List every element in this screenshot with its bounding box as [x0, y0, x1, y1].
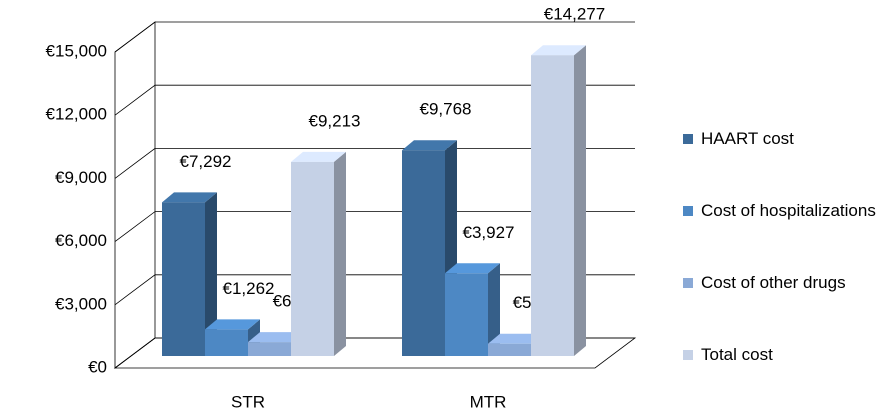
bar-top	[488, 333, 543, 344]
bar-top	[162, 192, 217, 203]
y-tick-label: €12,000	[46, 105, 107, 124]
bar-side	[488, 263, 500, 356]
y-tick-label: €6,000	[55, 231, 107, 250]
bar-front	[291, 161, 334, 356]
legend-item: Cost of hospitalizations	[683, 200, 883, 222]
bar-front	[162, 202, 205, 356]
bar-top	[531, 45, 586, 56]
y-tick-label: €9,000	[55, 168, 107, 187]
bar-front	[488, 343, 531, 356]
value-label: €9,213	[309, 111, 361, 130]
legend-label: Cost of other drugs	[701, 273, 846, 292]
bar-top	[205, 319, 260, 330]
legend-item: HAART cost	[683, 128, 883, 150]
legend-label: HAART cost	[701, 129, 794, 148]
grid-line	[114, 21, 635, 53]
bar-top	[402, 140, 457, 151]
value-label: €3,927	[463, 223, 515, 242]
value-label: €14,277	[544, 5, 605, 24]
value-label: €9,768	[420, 100, 472, 119]
bar-top	[248, 332, 303, 343]
legend-swatch	[683, 350, 693, 360]
bar-front	[402, 150, 445, 356]
legend-swatch	[683, 134, 693, 144]
value-label: €1,262	[223, 279, 275, 298]
bar	[162, 192, 217, 356]
legend-swatch	[683, 206, 693, 216]
legend-label: Cost of hospitalizations	[701, 201, 876, 220]
y-tick-label: €3,000	[55, 294, 107, 313]
bar-front	[205, 329, 248, 356]
bar-side	[334, 151, 346, 356]
bar-top	[445, 263, 500, 274]
grid-line	[114, 148, 635, 179]
grid-line	[114, 211, 635, 242]
bar	[291, 151, 346, 356]
x-tick-label: STR	[231, 392, 265, 411]
bar-side	[574, 45, 586, 356]
bar	[402, 140, 457, 356]
legend: HAART cost Cost of hospitalizations Cost o…	[683, 128, 883, 366]
legend-item: Total cost	[683, 344, 883, 366]
back-wall	[114, 21, 156, 369]
bar-front	[531, 55, 574, 356]
grid-line	[114, 84, 635, 116]
bar-top	[291, 151, 346, 162]
value-label: €7,292	[180, 152, 232, 171]
y-tick-label: €15,000	[46, 41, 107, 60]
bar-front	[248, 342, 291, 356]
bar-front	[445, 273, 488, 356]
legend-swatch	[683, 278, 693, 288]
bar	[531, 45, 586, 356]
y-tick-label: €0	[88, 357, 107, 376]
legend-label: Total cost	[701, 345, 773, 364]
bar-side	[205, 192, 217, 356]
bar	[445, 263, 500, 356]
legend-item: Cost of other drugs	[683, 272, 883, 294]
x-tick-label: MTR	[470, 392, 507, 411]
